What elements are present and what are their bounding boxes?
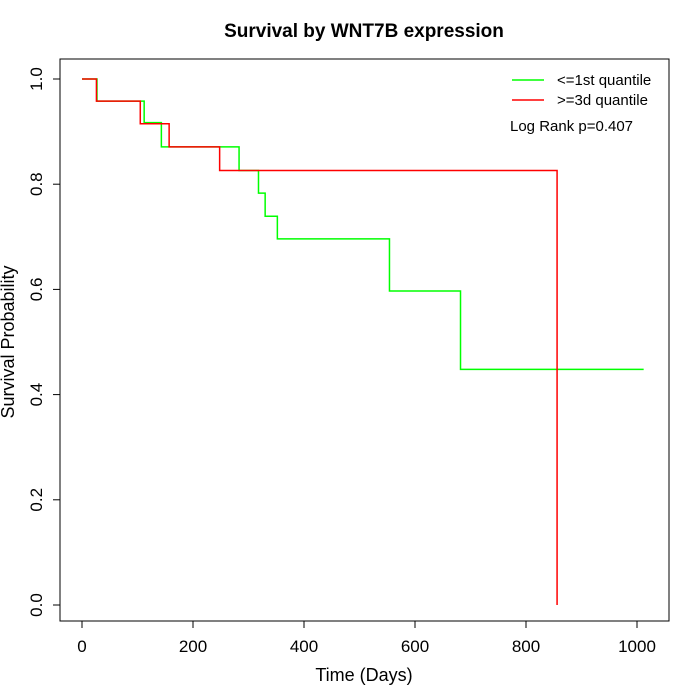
x-tick-label: 400 bbox=[290, 637, 318, 656]
y-tick-label: 0.0 bbox=[27, 593, 46, 617]
survival-curves bbox=[82, 78, 644, 605]
x-tick-label: 200 bbox=[179, 637, 207, 656]
y-tick-label: 1.0 bbox=[27, 67, 46, 91]
x-axis-label: Time (Days) bbox=[315, 665, 412, 685]
y-tick-label: 0.8 bbox=[27, 172, 46, 196]
legend-label: >=3d quantile bbox=[557, 92, 648, 109]
x-tick-label: 0 bbox=[77, 637, 86, 656]
x-axis: 0 200 400 600 800 1000 bbox=[77, 620, 656, 656]
x-tick-label: 800 bbox=[512, 637, 540, 656]
survival-curve-1 bbox=[82, 78, 644, 371]
y-tick-label: 0.2 bbox=[27, 488, 46, 512]
chart-title: Survival by WNT7B expression bbox=[224, 21, 504, 42]
plot-frame bbox=[59, 58, 670, 622]
y-axis: 0.0 0.2 0.4 0.6 0.8 1.0 bbox=[27, 67, 61, 617]
legend-label: <=1st quantile bbox=[557, 72, 651, 89]
y-axis-label: Survival Probability bbox=[0, 265, 18, 418]
legend: <=1st quantile >=3d quantile bbox=[512, 72, 651, 109]
y-tick-label: 0.6 bbox=[27, 278, 46, 302]
log-rank-annotation: Log Rank p=0.407 bbox=[510, 118, 633, 135]
survival-curve-2 bbox=[82, 78, 558, 605]
y-tick-label: 0.4 bbox=[27, 383, 46, 407]
x-tick-label: 600 bbox=[401, 637, 429, 656]
x-tick-label: 1000 bbox=[618, 637, 656, 656]
